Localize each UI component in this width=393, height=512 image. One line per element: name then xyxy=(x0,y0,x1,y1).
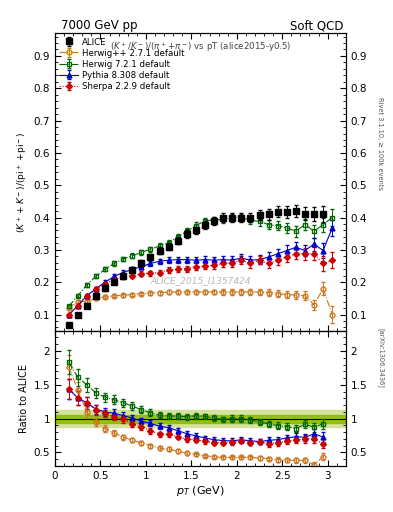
Y-axis label: $(K^+ + K^-)$/(pi$^+$ +pi$^-$): $(K^+ + K^-)$/(pi$^+$ +pi$^-$) xyxy=(16,131,29,233)
Text: Soft QCD: Soft QCD xyxy=(290,19,344,32)
Y-axis label: Ratio to ALICE: Ratio to ALICE xyxy=(19,364,29,433)
Bar xyxy=(55,411,346,426)
Text: ALICE_2015_I1357424: ALICE_2015_I1357424 xyxy=(150,275,251,285)
Text: [arXiv:1306.3436]: [arXiv:1306.3436] xyxy=(377,329,384,388)
Text: $(K^+/K^-)$/$(\pi^+$+$\pi^-)$ vs pT (alice2015-y0.5): $(K^+/K^-)$/$(\pi^+$+$\pi^-)$ vs pT (ali… xyxy=(110,41,291,54)
Text: 7000 GeV pp: 7000 GeV pp xyxy=(61,19,138,32)
X-axis label: $p_T$ (GeV): $p_T$ (GeV) xyxy=(176,483,225,498)
Bar xyxy=(55,415,346,423)
Legend: ALICE, Herwig++ 2.7.1 default, Herwig 7.2.1 default, Pythia 8.308 default, Sherp: ALICE, Herwig++ 2.7.1 default, Herwig 7.… xyxy=(58,36,186,93)
Text: Rivet 3.1.10, ≥ 100k events: Rivet 3.1.10, ≥ 100k events xyxy=(377,97,384,190)
